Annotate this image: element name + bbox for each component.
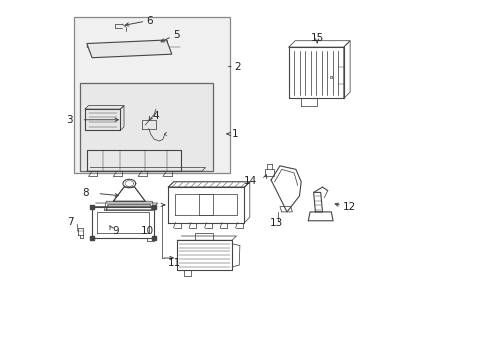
Text: 2: 2	[234, 62, 241, 72]
Text: 9: 9	[112, 226, 119, 236]
Text: 3: 3	[65, 115, 72, 125]
Text: 7: 7	[67, 217, 74, 227]
Text: 8: 8	[82, 189, 89, 198]
Text: 4: 4	[152, 111, 159, 121]
Text: 11: 11	[168, 258, 181, 268]
Polygon shape	[86, 40, 171, 58]
Bar	[80, 82, 212, 171]
Text: 13: 13	[269, 218, 283, 228]
Text: 15: 15	[310, 33, 324, 43]
Text: 14: 14	[243, 176, 256, 186]
Text: 10: 10	[141, 226, 154, 237]
Bar	[74, 17, 230, 173]
Text: 1: 1	[232, 129, 238, 139]
Text: 5: 5	[173, 30, 179, 40]
Text: 6: 6	[146, 15, 153, 26]
Text: 12: 12	[343, 202, 356, 212]
